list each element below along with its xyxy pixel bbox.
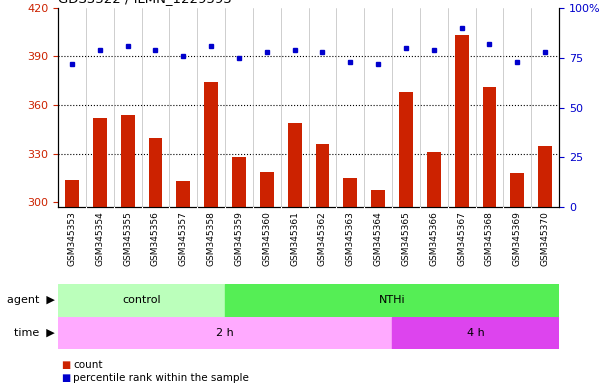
Text: time  ▶: time ▶ [14,328,55,338]
Text: GSM345364: GSM345364 [374,211,382,266]
Text: GDS3522 / ILMN_1229593: GDS3522 / ILMN_1229593 [58,0,232,5]
Text: GSM345367: GSM345367 [457,211,466,266]
Text: GSM345356: GSM345356 [151,211,160,266]
Bar [148,137,163,207]
Text: GSM345357: GSM345357 [179,211,188,266]
Text: control: control [122,295,161,306]
Text: 2 h: 2 h [216,328,234,338]
Bar [232,157,246,207]
Text: GSM345358: GSM345358 [207,211,216,266]
Text: GSM345366: GSM345366 [430,211,438,266]
Bar [538,146,552,207]
Text: GSM345361: GSM345361 [290,211,299,266]
Text: GSM345363: GSM345363 [346,211,355,266]
Text: GSM345353: GSM345353 [67,211,76,266]
Text: GSM345355: GSM345355 [123,211,132,266]
Bar [455,35,469,207]
Bar [315,144,329,207]
Bar [483,87,496,207]
Bar [288,123,302,207]
Text: GSM345365: GSM345365 [401,211,411,266]
Text: GSM345360: GSM345360 [262,211,271,266]
Text: percentile rank within the sample: percentile rank within the sample [73,373,249,383]
Bar [427,152,441,207]
Bar [260,172,274,207]
Text: GSM345368: GSM345368 [485,211,494,266]
Text: GSM345359: GSM345359 [235,211,243,266]
Bar [58,284,225,317]
Text: NTHi: NTHi [379,295,405,306]
Text: 4 h: 4 h [467,328,485,338]
Text: GSM345362: GSM345362 [318,211,327,266]
Text: GSM345354: GSM345354 [95,211,104,266]
Bar [177,181,190,207]
Bar [93,118,107,207]
Bar [371,189,385,207]
Bar [58,317,392,349]
Text: ■: ■ [61,360,70,370]
Bar [204,82,218,207]
Bar [225,284,559,317]
Text: agent  ▶: agent ▶ [7,295,55,306]
Bar [510,173,524,207]
Bar [121,115,134,207]
Text: GSM345370: GSM345370 [541,211,550,266]
Bar [399,92,413,207]
Text: count: count [73,360,103,370]
Bar [65,180,79,207]
Bar [343,178,357,207]
Text: GSM345369: GSM345369 [513,211,522,266]
Bar [392,317,559,349]
Text: ■: ■ [61,373,70,383]
